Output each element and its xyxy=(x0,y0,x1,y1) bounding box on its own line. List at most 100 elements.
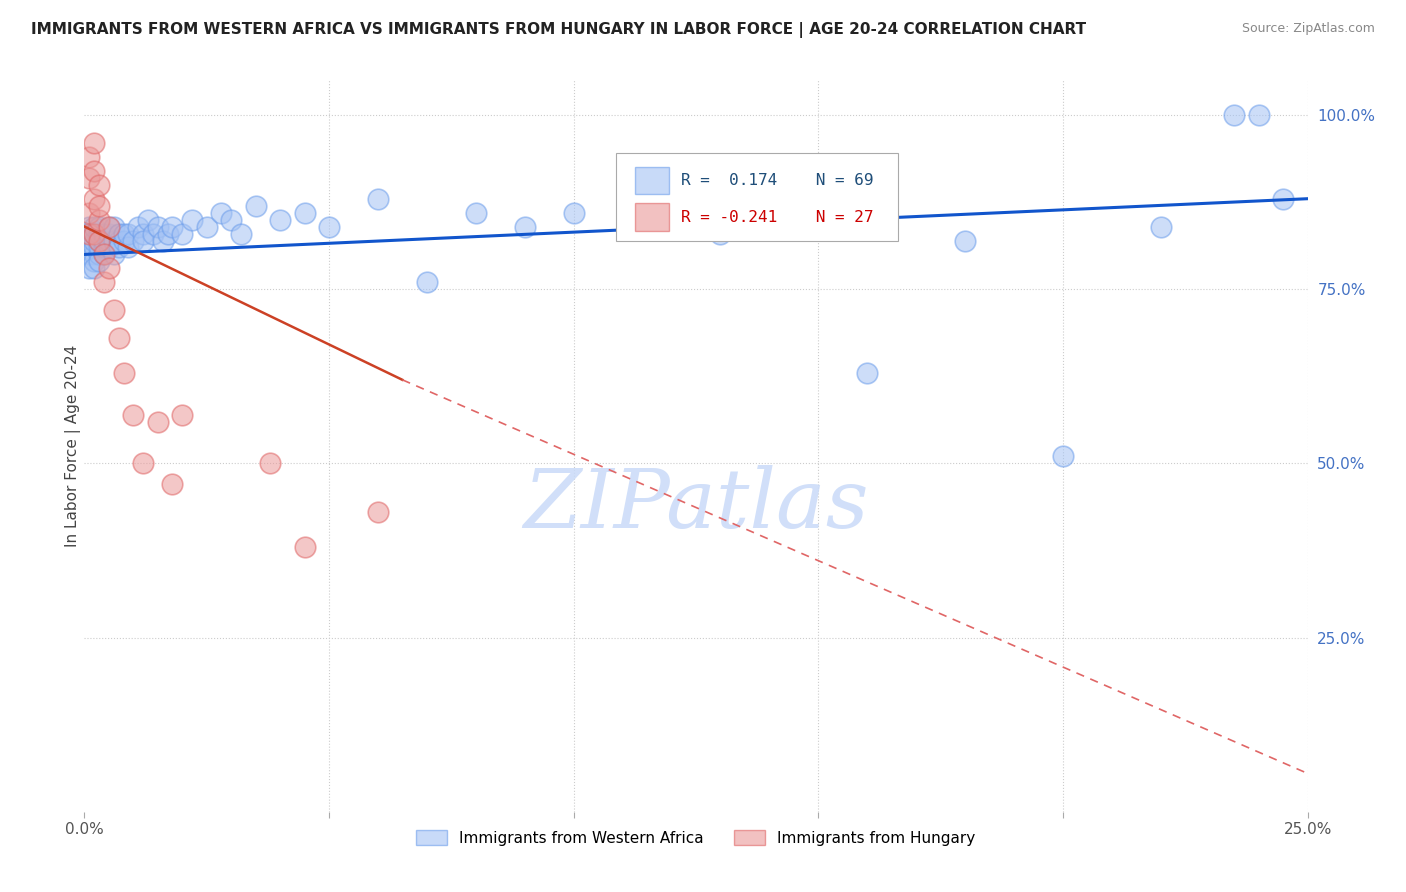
Point xyxy=(127,219,149,234)
FancyBboxPatch shape xyxy=(636,167,669,194)
Y-axis label: In Labor Force | Age 20-24: In Labor Force | Age 20-24 xyxy=(65,345,82,547)
Point xyxy=(77,227,100,241)
Point xyxy=(122,408,145,422)
Point xyxy=(122,234,145,248)
Point xyxy=(77,247,100,261)
Point xyxy=(856,366,879,380)
Text: IMMIGRANTS FROM WESTERN AFRICA VS IMMIGRANTS FROM HUNGARY IN LABOR FORCE | AGE 2: IMMIGRANTS FROM WESTERN AFRICA VS IMMIGR… xyxy=(31,22,1085,38)
Point xyxy=(1247,108,1270,122)
Text: R = -0.241    N = 27: R = -0.241 N = 27 xyxy=(682,210,873,225)
Point xyxy=(156,227,179,241)
Point xyxy=(87,240,110,254)
Point xyxy=(97,234,120,248)
Point xyxy=(97,240,120,254)
Point xyxy=(219,212,242,227)
Point xyxy=(97,219,120,234)
Point xyxy=(318,219,340,234)
Point xyxy=(87,234,110,248)
Point xyxy=(132,234,155,248)
Point xyxy=(181,212,204,227)
Point xyxy=(416,275,439,289)
Point xyxy=(77,261,100,276)
Point xyxy=(103,247,125,261)
Point xyxy=(245,199,267,213)
Point xyxy=(709,227,731,241)
Point xyxy=(112,234,135,248)
Point xyxy=(77,150,100,164)
Point xyxy=(162,219,184,234)
Point xyxy=(367,192,389,206)
Point xyxy=(97,219,120,234)
Text: Source: ZipAtlas.com: Source: ZipAtlas.com xyxy=(1241,22,1375,36)
Point xyxy=(1223,108,1246,122)
Point xyxy=(172,227,194,241)
Point xyxy=(117,240,139,254)
Point xyxy=(83,227,105,241)
Point xyxy=(87,247,110,261)
Point xyxy=(1052,450,1074,464)
Point xyxy=(93,247,115,261)
Point xyxy=(513,219,536,234)
Point xyxy=(132,227,155,241)
Point xyxy=(209,205,232,219)
Point xyxy=(87,219,110,234)
Point xyxy=(93,227,115,241)
Point xyxy=(294,540,316,554)
Legend: Immigrants from Western Africa, Immigrants from Hungary: Immigrants from Western Africa, Immigran… xyxy=(411,824,981,852)
Point xyxy=(83,240,105,254)
Point xyxy=(107,227,129,241)
Point xyxy=(87,178,110,192)
Point xyxy=(87,212,110,227)
Point xyxy=(83,136,105,150)
Text: R =  0.174    N = 69: R = 0.174 N = 69 xyxy=(682,173,873,188)
Point xyxy=(77,219,100,234)
Point xyxy=(87,234,110,248)
Point xyxy=(93,247,115,261)
Text: ZIPatlas: ZIPatlas xyxy=(523,465,869,544)
Point xyxy=(195,219,218,234)
Point xyxy=(117,227,139,241)
Point xyxy=(136,212,159,227)
Point xyxy=(87,199,110,213)
Point xyxy=(464,205,486,219)
Point xyxy=(87,254,110,268)
Point xyxy=(93,275,115,289)
Point xyxy=(93,234,115,248)
Point xyxy=(152,234,174,248)
Point xyxy=(77,234,100,248)
Point xyxy=(107,331,129,345)
Point xyxy=(77,205,100,219)
Point xyxy=(83,247,105,261)
Point xyxy=(107,234,129,248)
Point xyxy=(953,234,976,248)
FancyBboxPatch shape xyxy=(616,153,898,241)
Point xyxy=(132,457,155,471)
Point xyxy=(107,240,129,254)
FancyBboxPatch shape xyxy=(636,203,669,231)
Point xyxy=(162,477,184,491)
Point xyxy=(77,227,100,241)
Point xyxy=(112,366,135,380)
Point xyxy=(562,205,585,219)
Point xyxy=(93,240,115,254)
Point xyxy=(87,227,110,241)
Point xyxy=(103,234,125,248)
Point xyxy=(367,505,389,519)
Point xyxy=(83,192,105,206)
Point xyxy=(112,227,135,241)
Point xyxy=(83,219,105,234)
Point xyxy=(294,205,316,219)
Point xyxy=(83,227,105,241)
Point xyxy=(229,227,252,241)
Point xyxy=(1150,219,1173,234)
Point xyxy=(259,457,281,471)
Point xyxy=(83,234,105,248)
Point xyxy=(146,415,169,429)
Point xyxy=(83,164,105,178)
Point xyxy=(97,261,120,276)
Point xyxy=(103,303,125,318)
Point xyxy=(103,219,125,234)
Point xyxy=(1272,192,1295,206)
Point xyxy=(83,254,105,268)
Point xyxy=(172,408,194,422)
